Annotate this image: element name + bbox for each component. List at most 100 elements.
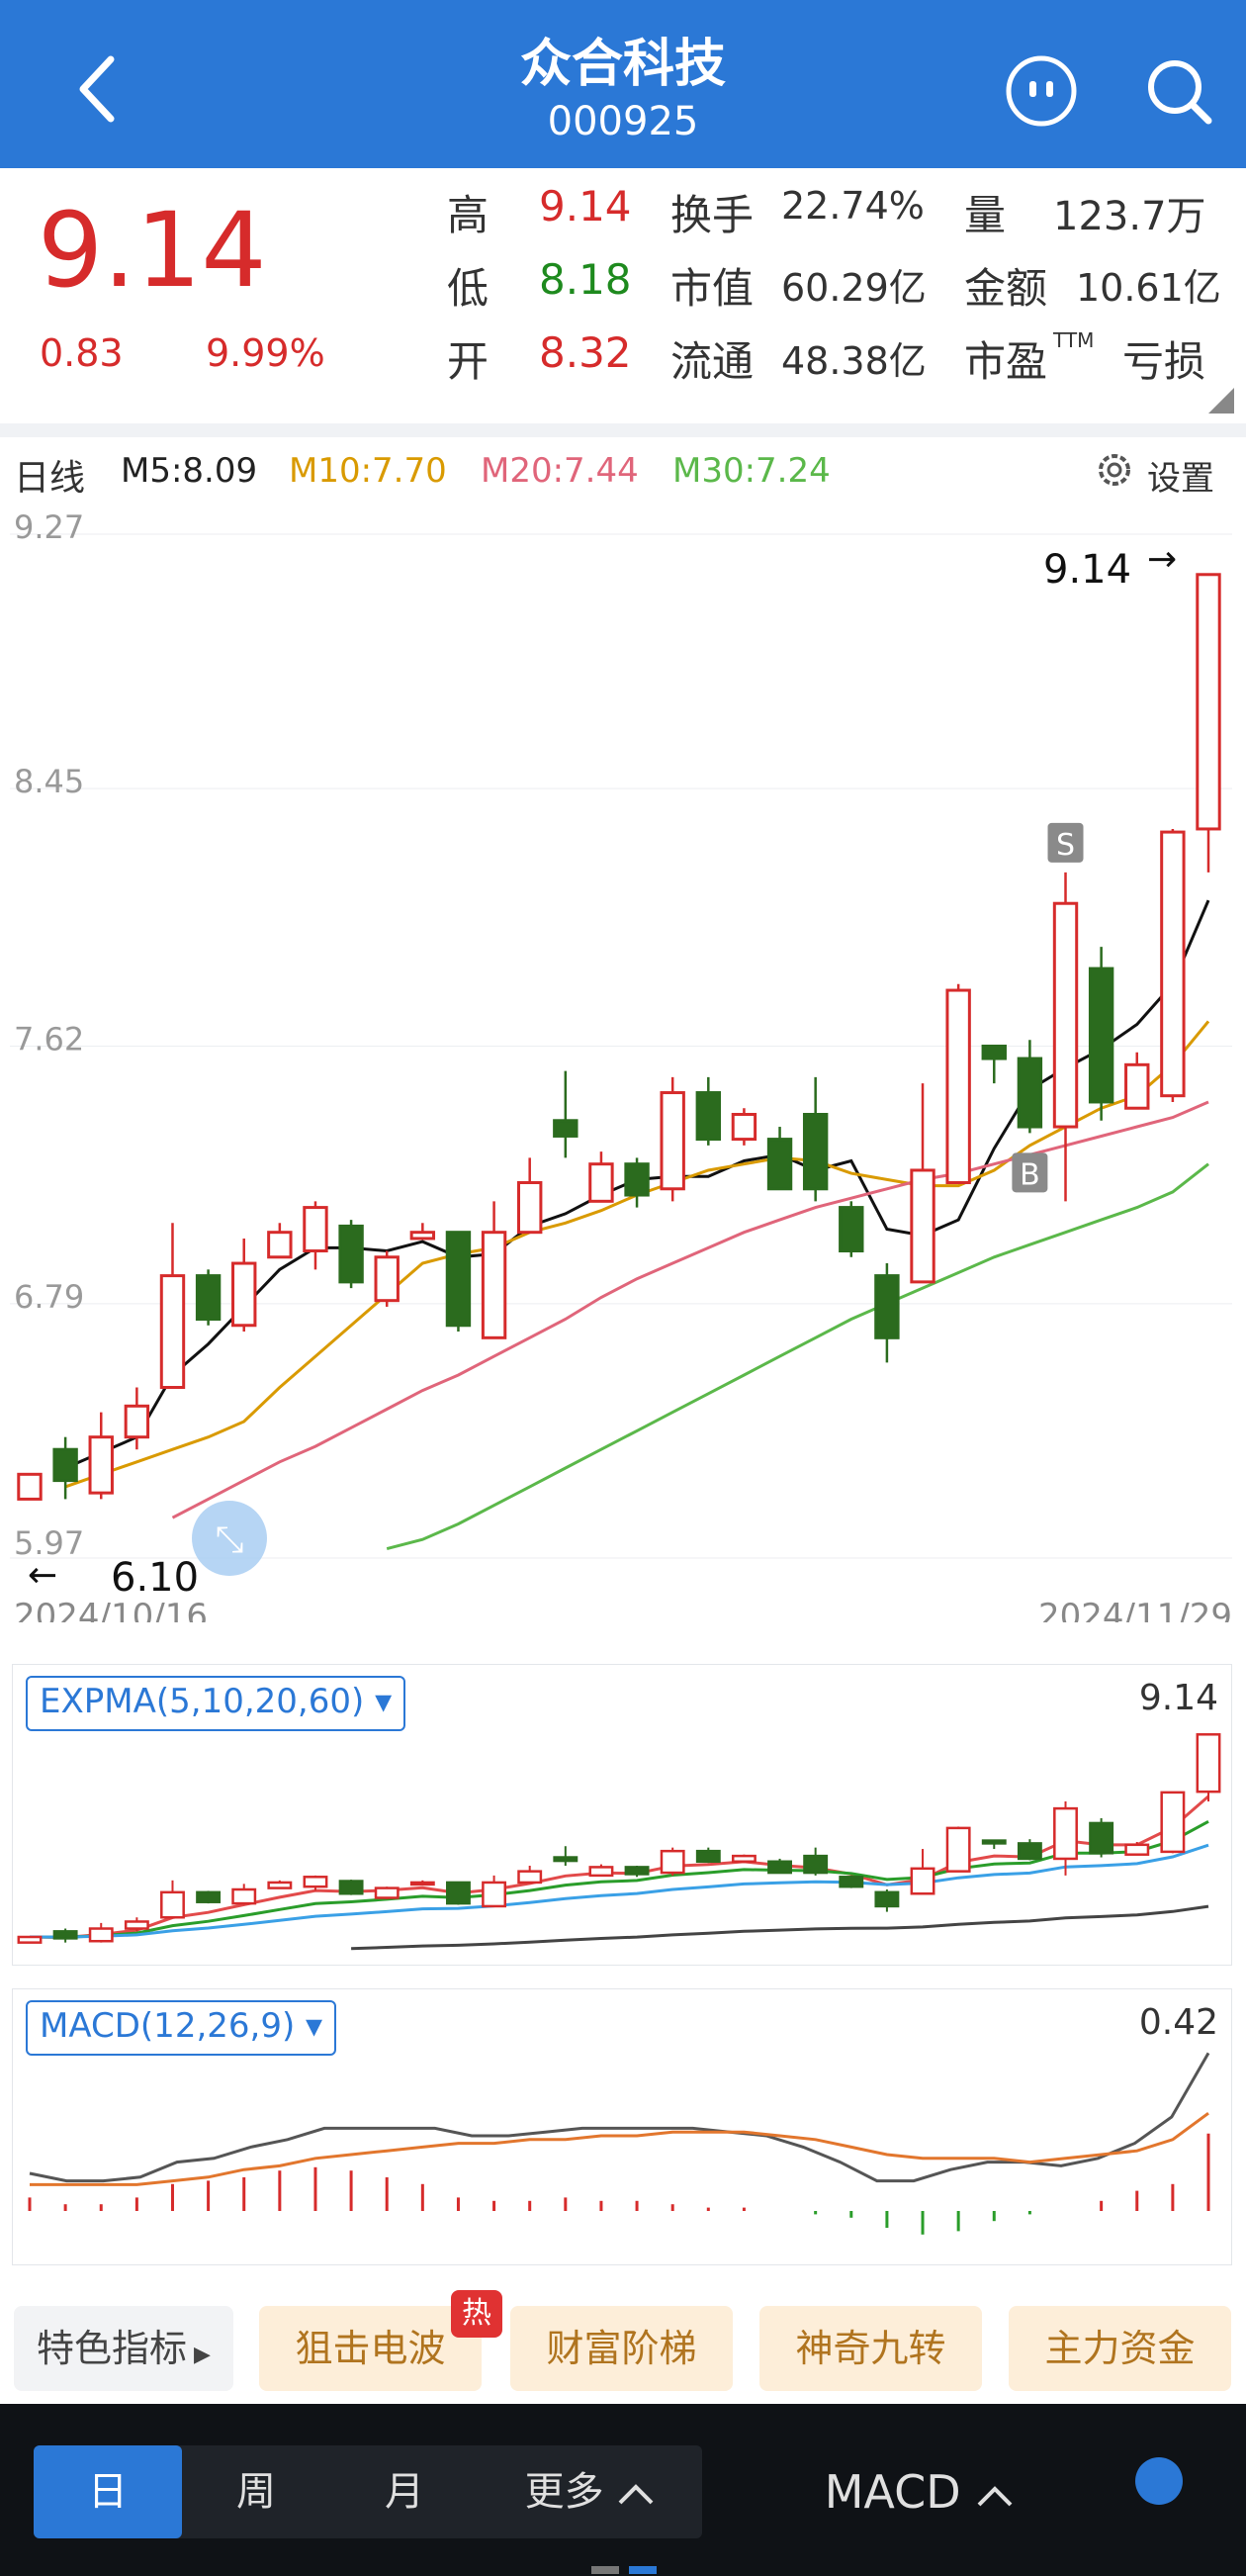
stat-value-float: 48.38亿 (781, 339, 927, 383)
period-tab-bar: 日 周 月 更多 MACD (0, 2404, 1246, 2576)
candle-body (195, 1274, 222, 1321)
tool-main-funds[interactable]: 主力资金 (1009, 2306, 1231, 2391)
back-arrow-icon[interactable] (69, 49, 129, 129)
macd-chart[interactable] (0, 1988, 1246, 2265)
macd-dif-line (29, 2052, 1210, 2183)
indicator-switch-label: MACD (824, 2465, 961, 2519)
ma-line-m30 (386, 1162, 1209, 1551)
expma-candle-body (588, 1866, 614, 1878)
expma-candle-body (945, 1826, 971, 1873)
last-price: 9.14 (38, 190, 267, 311)
macd-panel (12, 1988, 1232, 2265)
tool-magic-nine[interactable]: 神奇九转 (759, 2306, 982, 2391)
expand-corner-icon[interactable] (1208, 388, 1234, 414)
tab-day[interactable]: 日 (34, 2445, 182, 2538)
candle-body (1160, 830, 1186, 1098)
dropdown-caret-icon: ▾ (375, 1682, 393, 1721)
candle-body (445, 1231, 472, 1328)
expma-candle-body (267, 1881, 293, 1889)
macd-last-value: 0.42 (1138, 2002, 1218, 2043)
expma-chart[interactable] (0, 1664, 1246, 1966)
candle-body (981, 1045, 1007, 1060)
candle-body (52, 1447, 78, 1483)
expma-candle-body (124, 1920, 149, 1930)
expma-candle-body (231, 1887, 257, 1905)
zoom-button (192, 1501, 267, 1576)
tab-week[interactable]: 周 (236, 2469, 276, 2515)
candle-body (1196, 573, 1221, 831)
y-tick-label: 8.45 (14, 763, 84, 800)
chart-area: 9.27 8.45 7.62 6.79 5.97 9.14 → 6.10 ← S B 2024/10/… (0, 505, 1246, 1622)
feature-indicator-button[interactable]: 特色指标 ▶ (14, 2306, 233, 2391)
candle-body (802, 1113, 829, 1191)
candle-body (159, 1274, 186, 1389)
candle-body (124, 1404, 150, 1439)
tab-more[interactable]: 更多 (479, 2445, 702, 2538)
macd-selector[interactable]: MACD(12,26,9) ▾ (26, 2000, 337, 2056)
y-tick-label: 6.79 (14, 1278, 84, 1316)
settings-button[interactable]: 设置 (1147, 459, 1214, 499)
chevron-up-icon (618, 2484, 654, 2505)
candle-body (945, 988, 971, 1184)
expma-candle-body (88, 1927, 114, 1943)
trade-marker-label: S (1056, 828, 1075, 863)
expma-candle-body (839, 1876, 864, 1888)
max-price-label: 9.14 (1043, 547, 1131, 593)
expma-label: EXPMA(5,10,20,60) (40, 1682, 365, 1721)
expma-candle-body (1089, 1821, 1114, 1855)
min-price-label: 6.10 (111, 1555, 199, 1601)
expma-candle-body (695, 1849, 721, 1864)
x-start-label: 2024/10/16 (14, 1597, 208, 1622)
expma-candle-body (196, 1890, 222, 1903)
section-divider (0, 423, 1246, 437)
candle-body (374, 1255, 400, 1303)
ma30-value: M30:7.24 (672, 451, 831, 491)
assistant-bubble-icon[interactable] (1135, 2457, 1183, 2505)
candle-body (588, 1162, 614, 1203)
expma-line-5 (29, 1794, 1209, 1940)
expma-candle-body (1160, 1791, 1186, 1854)
x-end-label: 2024/11/29 (1038, 1597, 1232, 1622)
expma-candle-body (1017, 1842, 1042, 1861)
period-label: 日线 (14, 458, 86, 499)
candle-body (1088, 966, 1114, 1104)
indicator-switch[interactable]: MACD (791, 2445, 1048, 2538)
candle-body (17, 1472, 43, 1501)
expma-candle-body (981, 1839, 1007, 1845)
feature-toolbar: 特色指标 ▶ 狙击电波 热 财富阶梯 神奇九转 主力资金 (0, 2280, 1246, 2399)
expma-selector[interactable]: EXPMA(5,10,20,60) ▾ (26, 1676, 406, 1731)
expma-candle-body (446, 1881, 471, 1905)
tab-month[interactable]: 月 (385, 2469, 424, 2515)
chevron-up-icon (977, 2485, 1013, 2506)
candle-body (267, 1231, 293, 1259)
expand-arrows-icon: ⤡ (216, 1519, 244, 1560)
candle-body (624, 1162, 650, 1197)
tab-more-label: 更多 (524, 2469, 604, 2515)
tool-sniper-wave[interactable]: 狙击电波 (259, 2306, 482, 2391)
candle-body (660, 1091, 685, 1191)
trade-marker (1012, 1152, 1048, 1193)
kline-chart[interactable]: 9.27 8.45 7.62 6.79 5.97 9.14 → 6.10 ← S B 2024/10/… (0, 505, 1246, 1622)
expma-candle-body (803, 1854, 829, 1875)
candle-body (910, 1168, 935, 1284)
expma-candle-body (624, 1866, 650, 1876)
expma-candle-body (1053, 1806, 1078, 1861)
chat-bot-icon[interactable] (1002, 51, 1081, 131)
expma-candle-body (1196, 1733, 1221, 1794)
ma20-value: M20:7.44 (481, 451, 639, 491)
ma5-value: M5:8.09 (121, 451, 258, 491)
search-icon[interactable] (1139, 51, 1218, 131)
expma-line-20 (29, 1843, 1209, 1939)
candle-body (409, 1231, 436, 1241)
stat-value-low: 8.18 (539, 255, 632, 304)
stat-value-market-cap: 60.29亿 (781, 266, 927, 310)
expma-candle-body (409, 1881, 435, 1886)
candle-body (695, 1091, 722, 1142)
stat-value-volume: 123.7万 (1053, 194, 1206, 239)
candle-body (731, 1113, 757, 1142)
tool-wealth-ladder[interactable]: 财富阶梯 (510, 2306, 733, 2391)
stat-label-turnover: 换手 (670, 191, 755, 239)
stat-label-open: 开 (447, 337, 490, 386)
stat-value-pe: 亏损 (1122, 337, 1206, 386)
gear-icon[interactable] (1094, 449, 1135, 491)
